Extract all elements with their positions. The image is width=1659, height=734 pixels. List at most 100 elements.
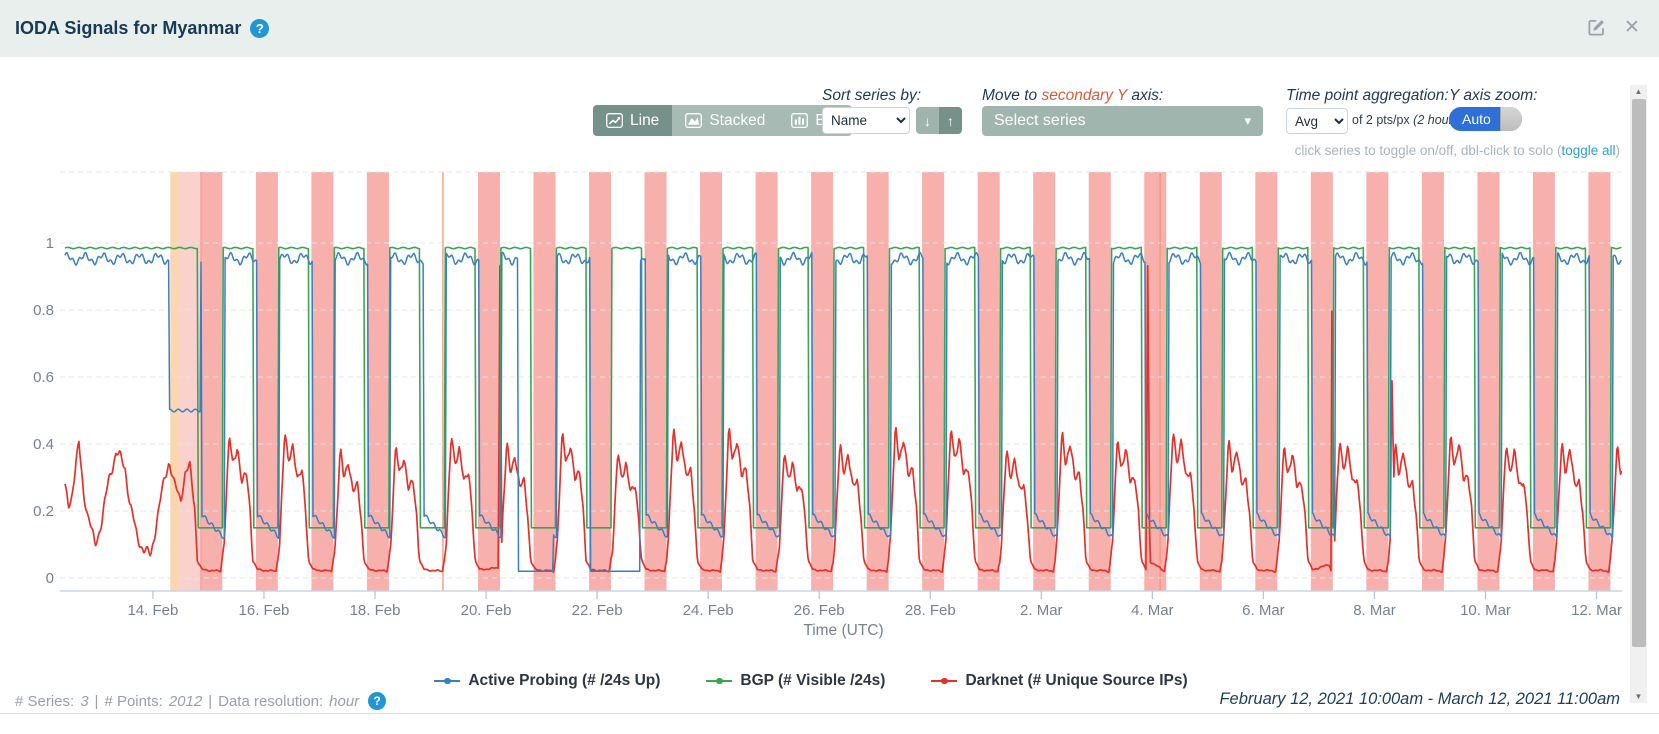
chart-stats: # Series: 3 | # Points: 2012 | Data reso… <box>15 692 387 710</box>
outage-band <box>589 172 611 591</box>
legend-item-bgp[interactable]: BGP (# Visible /24s) <box>706 672 885 690</box>
legend-marker-darknet <box>931 677 958 685</box>
chevron-down-icon: ▾ <box>1244 113 1251 128</box>
x-axis-tick-label: 10. Mar <box>1460 602 1511 619</box>
outage-band <box>1588 172 1611 591</box>
legend-hint-text: click series to toggle on/off, dbl-click… <box>1294 143 1562 158</box>
select-series-placeholder: Select series <box>994 112 1086 129</box>
outage-band <box>922 172 945 591</box>
x-axis-tick-label: 8. Mar <box>1353 602 1396 619</box>
y-axis-tick-label: 1 <box>46 235 54 252</box>
active-probing-series-line[interactable] <box>64 251 1622 573</box>
points-count-label: # Points: <box>104 692 163 710</box>
outage-band <box>644 172 667 591</box>
legend-hint-close-paren: ) <box>1615 143 1621 158</box>
line-chart-icon <box>606 113 623 128</box>
legend-marker-bgp <box>706 677 733 685</box>
outage-band <box>1477 172 1500 591</box>
outage-band <box>1088 172 1111 591</box>
chart-type-switcher: Line Stacked Bar <box>593 105 853 136</box>
x-axis-tick-label: 12. Mar <box>1571 602 1622 619</box>
scrollbar-thumb[interactable] <box>1631 99 1646 647</box>
secondary-axis-label-suffix: axis: <box>1127 87 1164 104</box>
outage-band <box>477 172 500 591</box>
scrollbar-up-arrow[interactable]: ▲ <box>1630 85 1647 98</box>
outage-band <box>1310 172 1333 591</box>
secondary-axis-label-prefix: Move to <box>982 87 1042 104</box>
outage-marker-line <box>442 172 444 591</box>
title-help-icon[interactable]: ? <box>250 19 270 38</box>
resolution-label: Data resolution: <box>218 692 324 710</box>
sort-direction-buttons: ↓ ↑ <box>916 107 962 134</box>
outage-band <box>1366 172 1389 591</box>
signals-chart[interactable]: 0 0.2 0.4 0.6 0.8 1 14. Feb 16. Feb 18. Feb 20. F… <box>0 150 1622 670</box>
legend-dot-darknet <box>941 677 948 685</box>
resolution-value: hour <box>329 692 360 710</box>
secondary-axis-label: Move to secondary Y axis: <box>982 87 1163 105</box>
x-axis-tick-label: 18. Feb <box>350 602 401 619</box>
y-axis-tick-label: 0 <box>46 570 54 587</box>
x-axis-tick-label: 24. Feb <box>683 602 734 619</box>
outage-band <box>366 172 389 591</box>
x-axis-tick-label: 4. Mar <box>1131 602 1174 619</box>
x-axis-tick-label: 14. Feb <box>127 602 178 619</box>
legend-dot-active_probing <box>444 677 451 685</box>
y-axis-zoom-toggle[interactable]: Auto <box>1449 107 1522 131</box>
outage-band <box>1199 172 1222 591</box>
line-chart-button[interactable]: Line <box>593 105 673 136</box>
outage-band-orange <box>170 172 180 591</box>
x-axis-tick-label: 28. Feb <box>905 602 956 619</box>
stacked-button-label: Stacked <box>709 111 766 129</box>
outage-band <box>533 172 556 591</box>
vertical-scrollbar[interactable]: ▲ ▼ <box>1630 85 1647 703</box>
outage-band <box>811 172 834 591</box>
y-axis-tick-label: 0.6 <box>33 369 54 386</box>
legend-dot-bgp <box>716 677 723 685</box>
aggregation-label: Time point aggregation: <box>1286 87 1449 104</box>
x-axis-tick-label: 2. Mar <box>1020 602 1063 619</box>
stacked-chart-button[interactable]: Stacked <box>672 105 779 136</box>
darknet-series-line[interactable] <box>64 264 1622 574</box>
stats-help-icon[interactable]: ? <box>368 692 387 710</box>
y-axis-tick-label: 0.8 <box>33 302 54 319</box>
aggregation-select[interactable]: Avg <box>1286 108 1348 134</box>
sort-ascending-button[interactable]: ↑ <box>939 107 962 134</box>
bar-chart-icon <box>791 113 809 128</box>
x-axis-tick-label: 16. Feb <box>239 602 290 619</box>
x-axis-tick-label: 20. Feb <box>461 602 512 619</box>
legend-label-darknet: Darknet (# Unique Source IPs) <box>965 672 1188 689</box>
bottom-divider <box>0 713 1659 714</box>
line-button-label: Line <box>630 111 660 129</box>
legend-hint: click series to toggle on/off, dbl-click… <box>1295 143 1620 158</box>
scrollbar-down-arrow[interactable]: ▼ <box>1630 690 1647 703</box>
stats-separator: | <box>208 692 213 710</box>
close-icon[interactable]: ✕ <box>1624 16 1640 38</box>
outage-band <box>255 172 278 591</box>
stacked-chart-icon <box>685 113 703 128</box>
modal-header: IODA Signals for Myanmar ? ✕ <box>0 0 1659 57</box>
outage-band <box>700 172 723 591</box>
legend-item-active_probing[interactable]: Active Probing (# /24s Up) <box>434 672 660 690</box>
edit-icon[interactable] <box>1585 16 1607 38</box>
signals-chart-svg[interactable]: 0 0.2 0.4 0.6 0.8 1 14. Feb 16. Feb 18. Feb 20. F… <box>0 150 1622 670</box>
x-axis-tick-label: 6. Mar <box>1242 602 1285 619</box>
legend-item-darknet[interactable]: Darknet (# Unique Source IPs) <box>931 672 1188 690</box>
outage-band <box>311 172 334 591</box>
aggregation-note-text: of 2 pts/px <box>1352 113 1414 127</box>
outage-band-light <box>179 172 202 591</box>
sort-select[interactable]: Name <box>822 107 910 134</box>
sort-descending-button[interactable]: ↓ <box>916 107 939 134</box>
header-actions: ✕ <box>1585 16 1643 38</box>
legend-label-bgp: BGP (# Visible /24s) <box>740 672 886 689</box>
sort-series-label: Sort series by: <box>822 87 922 104</box>
select-series-dropdown[interactable]: Select series ▾ <box>982 106 1263 136</box>
outage-band <box>200 172 223 591</box>
secondary-axis-label-highlight: secondary Y <box>1041 87 1128 104</box>
chart-legend: Active Probing (# /24s Up) BGP (# Visible… <box>0 672 1622 690</box>
outage-band <box>1532 172 1555 591</box>
toggle-all-link[interactable]: toggle all <box>1561 143 1616 158</box>
legend-label-active_probing: Active Probing (# /24s Up) <box>468 672 661 689</box>
page-title: IODA Signals for Myanmar <box>15 18 242 38</box>
y-axis-zoom-toggle-label: Auto <box>1462 111 1491 127</box>
